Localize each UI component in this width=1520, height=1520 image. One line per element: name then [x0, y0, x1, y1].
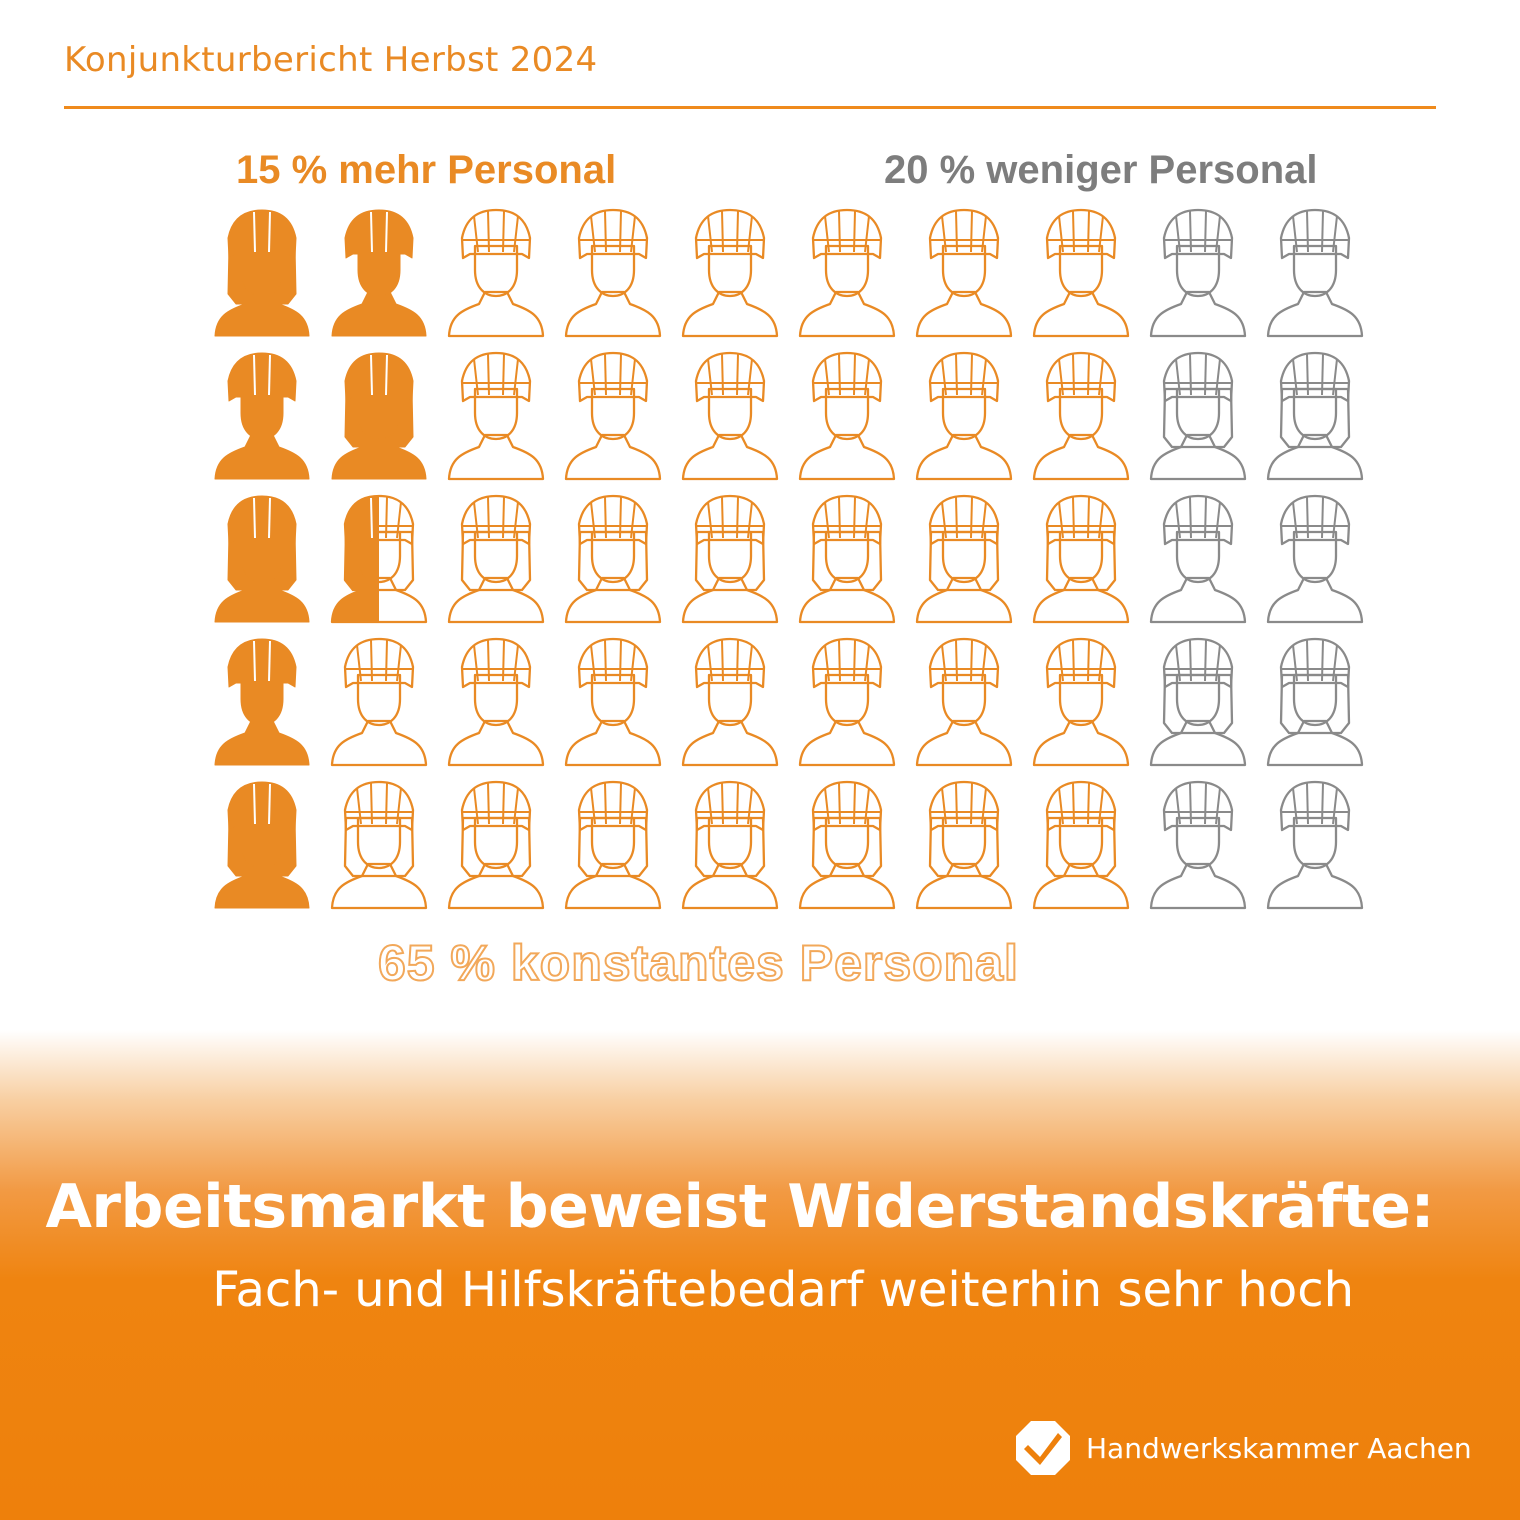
- legend-more-staff: 15 % mehr Personal: [236, 148, 617, 192]
- person-icon: [1149, 494, 1247, 624]
- person-icon: [331, 352, 427, 480]
- header-divider: [64, 106, 1436, 109]
- person-icon: [214, 352, 310, 480]
- person-icon: [1266, 780, 1364, 910]
- legend-constant-staff: 65 % konstantes Personal: [377, 934, 1019, 992]
- person-icon: [564, 494, 662, 624]
- person-icon: [915, 494, 1013, 624]
- person-icon: [1149, 637, 1247, 767]
- person-icon: [681, 780, 779, 910]
- person-icon: [214, 209, 310, 337]
- person-icon: [1032, 208, 1130, 338]
- person-icon: [564, 351, 662, 481]
- legend-less-staff: 20 % weniger Personal: [884, 148, 1318, 192]
- person-icon: [447, 494, 545, 624]
- person-icon: [1266, 637, 1364, 767]
- person-icon: [798, 351, 896, 481]
- person-icon: [214, 495, 310, 623]
- person-icon: [798, 208, 896, 338]
- person-icon: [214, 781, 310, 909]
- person-icon: [1266, 351, 1364, 481]
- person-icon: [915, 208, 1013, 338]
- pictogram-chart: [214, 208, 1364, 910]
- person-icon: [330, 780, 428, 910]
- person-icon: [1032, 351, 1130, 481]
- banner-background: [0, 1030, 1520, 1520]
- person-icon: [447, 780, 545, 910]
- person-icon: [798, 494, 896, 624]
- person-icon: [1032, 780, 1130, 910]
- person-icon: [447, 351, 545, 481]
- person-icon: [1032, 494, 1130, 624]
- person-icon: [214, 638, 310, 766]
- hwk-logo-icon: [1016, 1421, 1070, 1475]
- person-icon: [331, 209, 427, 337]
- banner-subline: Fach- und Hilfskräftebedarf weiterhin se…: [212, 1262, 1354, 1318]
- person-icon: [1149, 208, 1247, 338]
- person-icon: [564, 637, 662, 767]
- person-icon: [915, 351, 1013, 481]
- person-icon: [1266, 494, 1364, 624]
- person-icon: [1149, 351, 1247, 481]
- person-icon: [330, 637, 428, 767]
- person-icon: [681, 208, 779, 338]
- person-icon: [564, 780, 662, 910]
- banner-headline: Arbeitsmarkt beweist Widerstandskräfte:: [45, 1172, 1434, 1242]
- person-icon: [915, 780, 1013, 910]
- person-icon: [798, 780, 896, 910]
- person-icon: [447, 637, 545, 767]
- report-title: Konjunkturbericht Herbst 2024: [64, 40, 598, 80]
- person-icon: [564, 208, 662, 338]
- person-icon: [915, 637, 1013, 767]
- person-icon: [330, 494, 428, 624]
- person-icon: [1266, 208, 1364, 338]
- person-icon: [681, 637, 779, 767]
- person-icon: [1149, 780, 1247, 910]
- person-icon: [447, 208, 545, 338]
- logo: Handwerkskammer Aachen: [1014, 1418, 1472, 1478]
- person-icon: [798, 637, 896, 767]
- person-icon: [681, 494, 779, 624]
- person-icon: [681, 351, 779, 481]
- logo-text: Handwerkskammer Aachen: [1086, 1431, 1472, 1465]
- person-icon: [1032, 637, 1130, 767]
